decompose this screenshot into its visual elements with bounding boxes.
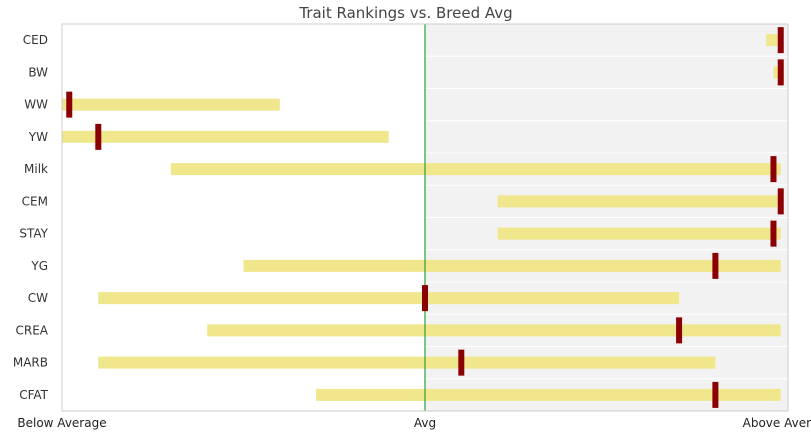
category-label-bw: BW: [28, 65, 48, 79]
category-label-ww: WW: [24, 98, 48, 112]
category-label-crea: CREA: [15, 323, 48, 337]
category-label-ced: CED: [23, 33, 48, 47]
x-tick-label: Above Average: [743, 416, 811, 430]
marker-cem: [777, 188, 784, 215]
marker-stay: [770, 220, 777, 247]
marker-cw: [422, 285, 428, 312]
range-bar-yg: [243, 259, 781, 272]
marker-ced: [777, 27, 784, 54]
category-label-cfat: CFAT: [19, 388, 48, 402]
x-tick-label: Avg: [414, 416, 436, 430]
category-label-stay: STAY: [19, 227, 48, 241]
marker-cfat: [712, 381, 719, 408]
category-label-cem: CEM: [22, 194, 48, 208]
range-bar-bw: [773, 66, 781, 79]
x-tick-label: Below Average: [17, 416, 106, 430]
category-label-marb: MARB: [13, 356, 48, 370]
range-bar-cem: [497, 195, 781, 208]
range-bars: [62, 34, 781, 401]
category-label-milk: Milk: [24, 162, 48, 176]
marker-bw: [777, 59, 784, 86]
range-bar-marb: [98, 356, 716, 369]
marker-crea: [676, 317, 683, 344]
category-labels: CED BW WW YW Milk CEM STAY YG CW CREA MARB CFAT: [13, 33, 49, 402]
plot-frame: [61, 23, 789, 412]
category-label-cw: CW: [28, 291, 48, 305]
range-bar-ced: [766, 34, 781, 47]
range-bar-milk: [170, 163, 781, 176]
trait-markers: [66, 27, 784, 408]
range-bar-cw: [98, 292, 680, 305]
range-bar-cfat: [316, 388, 781, 401]
category-label-yw: YW: [28, 130, 48, 144]
marker-ww: [66, 91, 73, 118]
x-tick-labels: Below Average Avg Above Average: [17, 416, 811, 430]
range-bar-ww: [62, 98, 280, 111]
marker-yg: [712, 252, 719, 279]
marker-yw: [95, 123, 102, 150]
category-label-yg: YG: [30, 259, 48, 273]
marker-marb: [458, 349, 465, 376]
range-bar-stay: [497, 227, 781, 240]
chart-title: Trait Rankings vs. Breed Avg: [298, 4, 512, 22]
range-bar-yw: [62, 130, 389, 143]
marker-milk: [770, 156, 777, 183]
range-bar-crea: [207, 324, 781, 337]
